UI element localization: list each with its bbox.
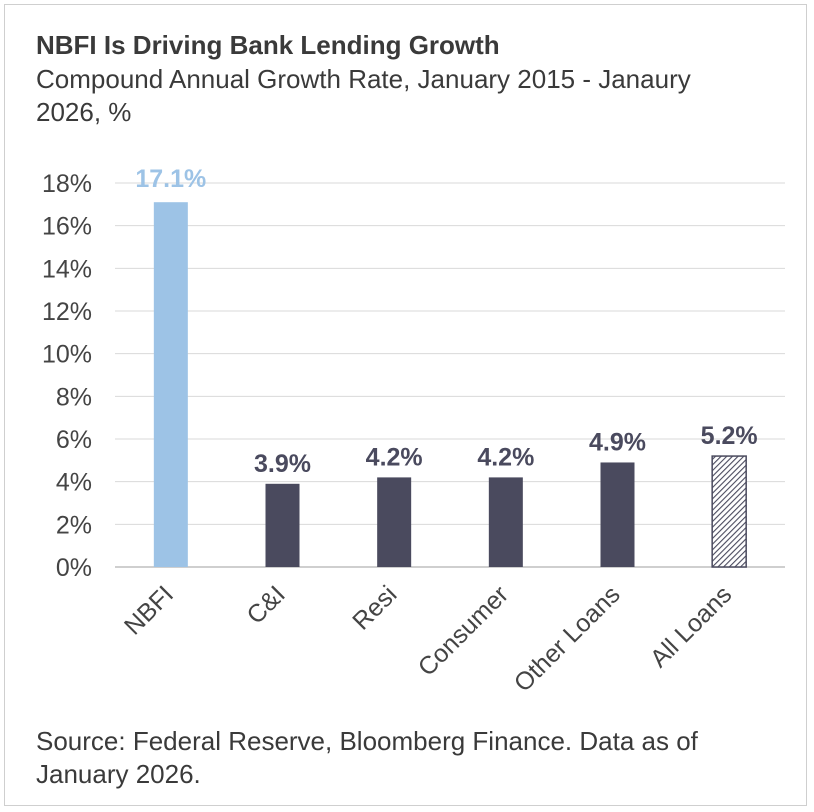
- y-tick-label: 2%: [56, 511, 92, 539]
- y-tick-label: 0%: [56, 554, 92, 582]
- data-label: 4.9%: [589, 428, 646, 456]
- bar: [377, 477, 412, 567]
- bars: [153, 202, 747, 568]
- y-axis-tick-labels: 0% 2% 4% 6% 8% 10% 12% 14% 16% 18%: [42, 170, 92, 582]
- category-label: NBFI: [119, 580, 179, 640]
- bar: [600, 462, 635, 567]
- category-label: C&I: [241, 580, 290, 629]
- category-label: All Loans: [645, 580, 738, 673]
- bar: [711, 455, 747, 568]
- chart-subtitle: Compound Annual Growth Rate, January 201…: [36, 64, 691, 127]
- category-label: Other Loans: [509, 580, 626, 697]
- chart-title: NBFI Is Driving Bank Lending Growth: [36, 30, 500, 60]
- data-label: 4.2%: [477, 443, 534, 471]
- y-tick-label: 12%: [42, 298, 92, 326]
- y-tick-label: 14%: [42, 255, 92, 283]
- y-tick-label: 10%: [42, 341, 92, 369]
- data-label: 3.9%: [254, 450, 311, 478]
- data-label: 5.2%: [701, 422, 758, 450]
- y-tick-label: 16%: [42, 213, 92, 241]
- bar: [265, 483, 300, 567]
- data-label: 4.2%: [366, 443, 423, 471]
- source-note: Source: Federal Reserve, Bloomberg Finan…: [36, 726, 698, 789]
- y-tick-label: 18%: [42, 170, 92, 198]
- category-label: Consumer: [413, 580, 514, 681]
- bar: [488, 477, 523, 567]
- category-label: Resi: [347, 580, 402, 635]
- data-label: 17.1%: [135, 165, 206, 193]
- data-labels: 17.1% 3.9% 4.2% 4.2% 4.9% 5.2%: [135, 165, 757, 478]
- y-tick-label: 8%: [56, 383, 92, 411]
- y-tick-label: 6%: [56, 426, 92, 454]
- y-tick-label: 4%: [56, 469, 92, 497]
- bar: [153, 202, 188, 567]
- gridlines: [115, 182, 785, 568]
- chart-frame: [4, 4, 807, 806]
